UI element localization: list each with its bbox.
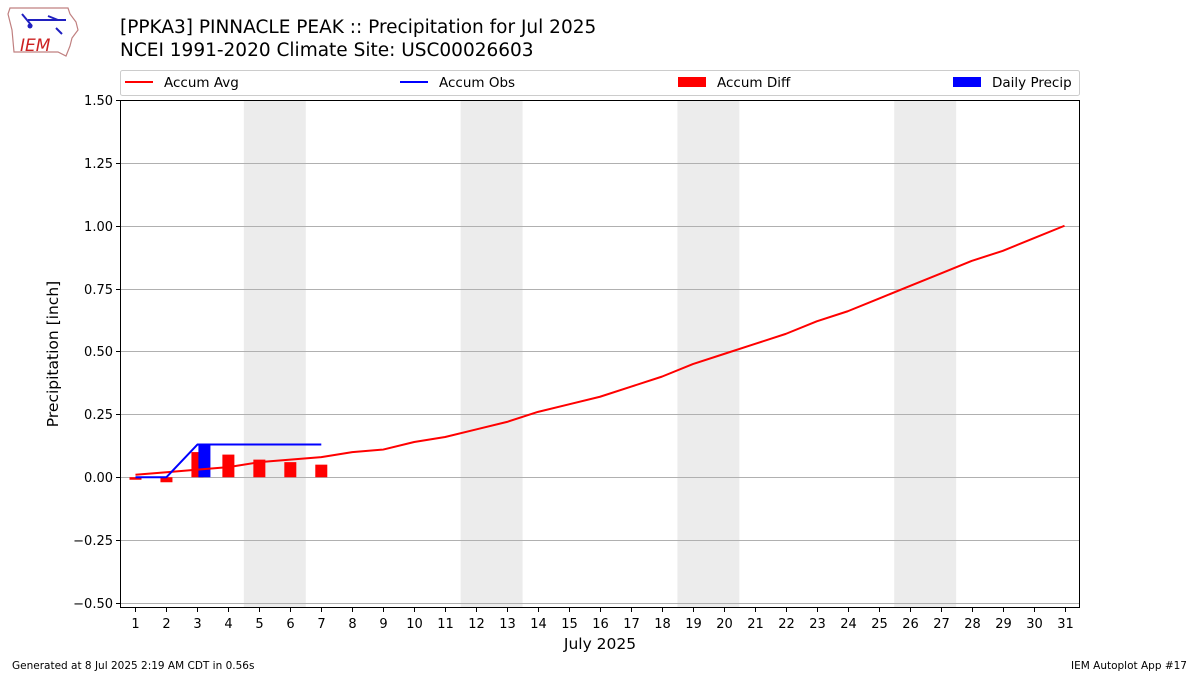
x-tick-label: 4 xyxy=(224,617,232,632)
y-tick-label: −0.50 xyxy=(73,597,113,612)
y-tick-label: 0.50 xyxy=(84,345,113,360)
x-tick-label: 9 xyxy=(379,617,387,632)
x-tick-label: 17 xyxy=(623,617,640,632)
x-tick-label: 3 xyxy=(193,617,201,632)
station-dot-icon xyxy=(27,23,33,29)
accum-diff-bar xyxy=(222,454,235,478)
chart-subtitle: NCEI 1991-2020 Climate Site: USC00026603 xyxy=(120,40,534,61)
x-tick-label: 21 xyxy=(747,617,764,632)
x-tick-label: 26 xyxy=(902,617,919,632)
legend: Accum Avg Accum Obs Accum Diff Daily Precip xyxy=(120,70,1080,96)
y-axis-label: Precipitation [inch] xyxy=(44,281,62,427)
plot-frame xyxy=(120,100,1080,608)
y-tick-label: 1.00 xyxy=(84,220,113,235)
y-tick-label: 0.00 xyxy=(84,471,113,486)
x-tick-label: 19 xyxy=(685,617,702,632)
x-tick-label: 5 xyxy=(255,617,263,632)
legend-swatch-bar xyxy=(678,77,706,87)
x-tick-label: 22 xyxy=(778,617,795,632)
x-tick-label: 18 xyxy=(654,617,671,632)
legend-label: Accum Diff xyxy=(717,75,791,91)
accum-diff-bar xyxy=(284,462,297,478)
x-tick-label: 20 xyxy=(716,617,733,632)
app-credit: IEM Autoplot App #17 xyxy=(1071,660,1187,672)
x-tick-label: 12 xyxy=(468,617,485,632)
logo-text: IEM xyxy=(20,36,51,56)
legend-label: Daily Precip xyxy=(992,75,1072,91)
x-tick-label: 31 xyxy=(1057,617,1074,632)
x-tick-label: 24 xyxy=(840,617,857,632)
x-tick-label: 8 xyxy=(348,617,356,632)
x-tick-label: 7 xyxy=(317,617,325,632)
y-tick-label: 1.50 xyxy=(84,94,113,109)
x-tick-label: 29 xyxy=(995,617,1012,632)
x-tick-label: 27 xyxy=(933,617,950,632)
x-tick-label: 15 xyxy=(561,617,578,632)
iem-logo: IEM xyxy=(7,7,79,57)
accum-avg-line xyxy=(135,224,1065,476)
accum-diff-bar xyxy=(315,464,328,478)
x-tick-label: 2 xyxy=(162,617,170,632)
axes: −0.50−0.250.000.250.500.751.001.251.501 2… xyxy=(73,94,1074,632)
legend-swatch-bar xyxy=(953,77,981,87)
x-tick-label: 11 xyxy=(437,617,454,632)
accum-diff-bar xyxy=(160,477,173,483)
weekend-bands xyxy=(243,100,957,608)
weather-station-icon xyxy=(21,13,66,35)
x-tick-label: 10 xyxy=(406,617,423,632)
x-tick-label: 25 xyxy=(871,617,888,632)
legend-label: Accum Obs xyxy=(439,75,515,91)
y-tick-label: 1.25 xyxy=(84,157,113,172)
x-axis-label: July 2025 xyxy=(563,635,636,653)
x-tick-label: 16 xyxy=(592,617,609,632)
generated-timestamp: Generated at 8 Jul 2025 2:19 AM CDT in 0… xyxy=(12,660,255,672)
x-tick-label: 13 xyxy=(499,617,516,632)
chart-marks xyxy=(129,224,1065,483)
legend-label: Accum Avg xyxy=(164,75,239,91)
x-tick-label: 30 xyxy=(1026,617,1043,632)
weekend-band xyxy=(460,100,523,608)
accum-diff-bar xyxy=(253,459,266,478)
x-tick-label: 6 xyxy=(286,617,294,632)
x-tick-label: 28 xyxy=(964,617,981,632)
weekend-band xyxy=(677,100,740,608)
x-tick-label: 23 xyxy=(809,617,826,632)
x-tick-label: 14 xyxy=(530,617,547,632)
y-tick-label: 0.75 xyxy=(84,283,113,298)
accum-diff-bar xyxy=(129,477,142,480)
weekend-band xyxy=(894,100,957,608)
legend-box xyxy=(120,70,1080,96)
daily-precip-bar xyxy=(198,444,211,478)
y-tick-label: 0.25 xyxy=(84,408,113,423)
y-tick-label: −0.25 xyxy=(73,534,113,549)
chart-title: [PPKA3] PINNACLE PEAK :: Precipitation f… xyxy=(120,17,597,38)
x-tick-label: 1 xyxy=(131,617,139,632)
weekend-band xyxy=(243,100,306,608)
accum-obs-line xyxy=(135,443,322,479)
